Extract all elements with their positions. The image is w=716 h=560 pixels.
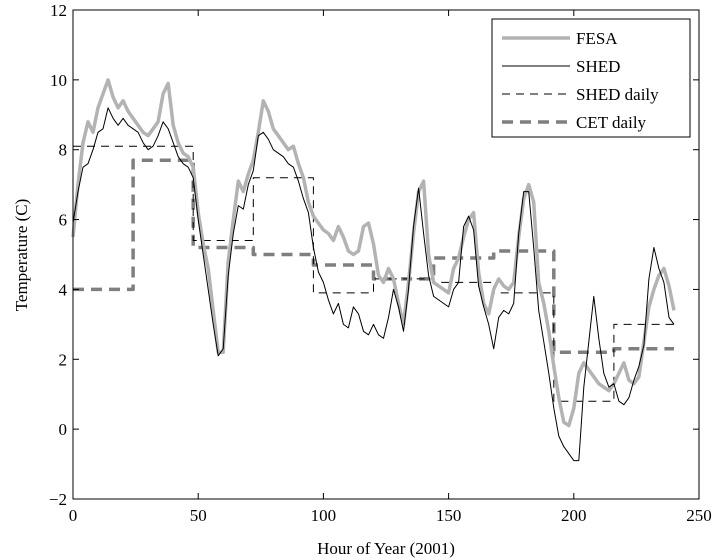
y-tick-label: −2 <box>49 490 67 509</box>
x-tick-label: 50 <box>190 506 207 525</box>
x-tick-label: 100 <box>311 506 337 525</box>
series-layer <box>71 78 676 462</box>
y-tick-label: 12 <box>50 1 67 20</box>
legend-label-cet-daily: CET daily <box>576 113 647 132</box>
legend-label-shed-daily: SHED daily <box>576 85 659 104</box>
series-line-shed-daily <box>73 145 674 402</box>
y-tick-label: 8 <box>59 141 68 160</box>
x-axis-title: Hour of Year (2001) <box>317 539 455 558</box>
x-tick-label: 200 <box>561 506 587 525</box>
y-tick-label: 2 <box>59 350 68 369</box>
x-tick-label: 250 <box>686 506 712 525</box>
y-tick-label: 6 <box>59 211 68 230</box>
series-line-shed <box>72 107 675 462</box>
y-tick-label: 4 <box>59 280 68 299</box>
legend-label-fesa: FESA <box>576 29 618 48</box>
series-line-cet-daily <box>73 158 674 355</box>
legend-label-shed: SHED <box>576 57 620 76</box>
x-tick-label: 150 <box>436 506 462 525</box>
y-tick-label: 0 <box>59 420 68 439</box>
y-axis-title: Temperature (C) <box>12 199 31 312</box>
legend: FESA SHED SHED daily CET daily <box>491 18 691 138</box>
y-tick-label: 10 <box>50 71 67 90</box>
plot-frame <box>72 9 700 500</box>
series-line-fesa <box>71 78 676 428</box>
x-tick-label: 0 <box>69 506 78 525</box>
